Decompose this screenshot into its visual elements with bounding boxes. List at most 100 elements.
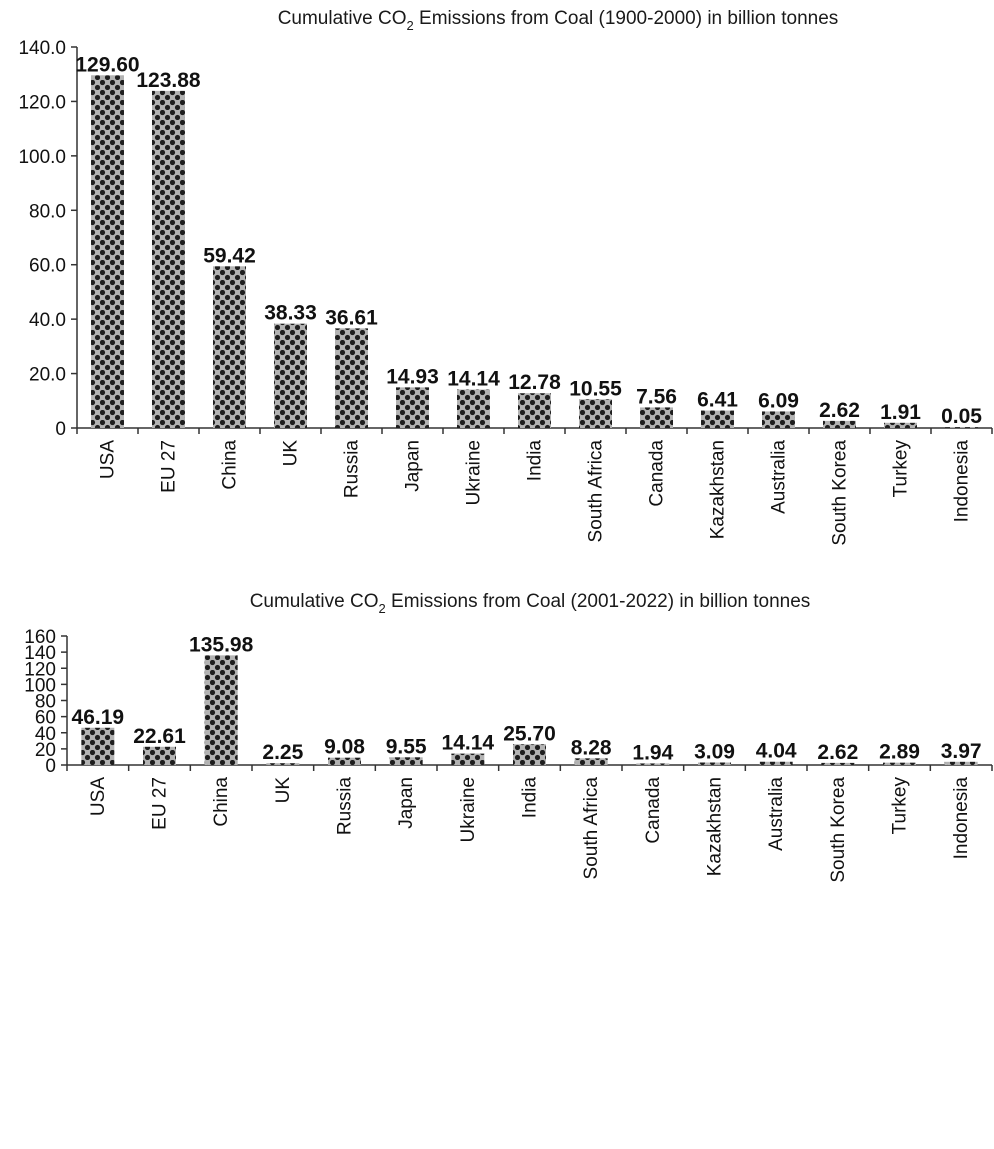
chart-2-title-subscript: 2	[379, 601, 386, 616]
chart-2: Cumulative CO2 Emissions from Coal (2001…	[24, 591, 993, 883]
chart-2-title-suffix: Emissions from Coal (2001-2022) in billi…	[386, 591, 811, 612]
bar-china	[204, 655, 238, 765]
bar-south-korea	[823, 420, 856, 428]
data-label: 14.14	[442, 732, 495, 755]
data-label: 1.91	[880, 401, 921, 424]
category-label: Canada	[647, 440, 668, 507]
bar-india	[513, 744, 546, 765]
data-label: 123.88	[136, 69, 201, 92]
category-label: China	[211, 777, 232, 827]
y-tick-label: 0	[55, 419, 66, 440]
y-tick-label: 140	[24, 643, 56, 664]
bar-eu-27	[152, 90, 185, 428]
bar-usa	[81, 727, 115, 765]
chart-1-title: Cumulative CO2 Emissions from Coal (1900…	[278, 8, 839, 33]
data-label: 38.33	[264, 302, 317, 325]
bar-australia	[759, 761, 793, 765]
chart-1-title-suffix: Emissions from Coal (1900-2000) in billi…	[414, 8, 839, 29]
category-label: Indonesia	[952, 440, 973, 523]
chart-2-title-prefix: Cumulative CO	[250, 591, 379, 612]
category-label: Australia	[766, 777, 787, 851]
data-label: 10.55	[569, 377, 622, 400]
chart-1-axes: 0 20.0 40.0 60.0 80.0 100.0 120.0 140.0	[18, 38, 993, 440]
bar-south-korea	[821, 762, 855, 765]
category-label: Russia	[335, 777, 356, 836]
category-label: Turkey	[890, 777, 911, 835]
bar-japan	[396, 387, 429, 428]
category-label: Ukraine	[464, 440, 485, 505]
y-tick-label: 120.0	[18, 92, 66, 113]
category-label: Australia	[769, 440, 790, 514]
data-label: 9.08	[324, 736, 365, 759]
category-label: India	[525, 440, 546, 482]
y-tick-label: 100.0	[18, 147, 66, 168]
y-tick-label: 160	[24, 627, 56, 648]
category-label: South Africa	[586, 440, 607, 543]
chart-1: Cumulative CO2 Emissions from Coal (1900…	[18, 8, 993, 546]
category-label: Japan	[396, 777, 417, 829]
category-label: UK	[273, 777, 294, 804]
category-label: Ukraine	[458, 777, 479, 842]
category-label: China	[220, 440, 241, 490]
category-label: India	[520, 777, 541, 819]
data-label: 22.61	[133, 725, 186, 748]
data-label: 59.42	[203, 244, 256, 267]
chart-1-title-prefix: Cumulative CO	[278, 8, 407, 29]
data-label: 12.78	[508, 371, 561, 394]
bar-ukraine	[451, 753, 485, 765]
bar-india	[518, 393, 551, 428]
y-tick-label: 20	[35, 740, 56, 761]
data-label: 9.55	[386, 735, 427, 758]
y-tick-label: 140.0	[18, 38, 66, 59]
bar-uk	[274, 323, 307, 428]
data-label: 6.41	[697, 389, 738, 412]
bar-indonesia	[944, 761, 978, 765]
y-tick-label: 60.0	[29, 256, 66, 277]
bar-usa	[91, 75, 124, 428]
y-tick-label: 40	[35, 724, 56, 745]
category-label: Kazakhstan	[705, 777, 726, 876]
bar-eu-27	[143, 746, 176, 765]
category-label: South Korea	[830, 440, 851, 546]
bar-turkey	[884, 422, 917, 428]
category-label: Kazakhstan	[708, 440, 729, 539]
y-tick-label: 80.0	[29, 201, 66, 222]
data-label: 2.89	[879, 741, 920, 764]
category-label: Indonesia	[951, 777, 972, 860]
chart-2-bars	[81, 655, 978, 765]
data-label: 14.93	[386, 365, 439, 388]
bar-russia	[335, 328, 368, 428]
data-label: 3.97	[941, 740, 982, 763]
bar-russia	[328, 757, 361, 765]
chart-1-bars	[91, 75, 978, 428]
data-label: 2.62	[819, 399, 860, 422]
category-label: Russia	[342, 440, 363, 499]
bar-indonesia	[945, 427, 978, 428]
data-label: 0.05	[941, 405, 982, 428]
category-label: EU 27	[150, 777, 171, 830]
data-label: 129.60	[75, 53, 139, 76]
bar-kazakhstan	[698, 762, 731, 765]
category-label: South Korea	[828, 777, 849, 883]
chart-2-title: Cumulative CO2 Emissions from Coal (2001…	[250, 591, 811, 616]
chart-1-title-subscript: 2	[407, 18, 414, 33]
category-label: UK	[281, 440, 302, 467]
data-label: 3.09	[694, 741, 735, 764]
y-tick-label: 20.0	[29, 365, 66, 386]
category-label: USA	[88, 777, 109, 816]
y-tick-label: 0	[45, 756, 56, 777]
y-tick-label: 80	[35, 692, 56, 713]
bar-canada	[640, 407, 673, 428]
y-tick-label: 100	[24, 675, 56, 696]
bar-canada	[636, 763, 670, 765]
y-tick-label: 120	[24, 659, 56, 680]
category-label: Japan	[403, 440, 424, 492]
data-label: 1.94	[632, 741, 673, 764]
data-label: 14.14	[447, 368, 500, 391]
bar-kazakhstan	[701, 410, 734, 428]
data-label: 6.09	[758, 389, 799, 412]
data-label: 25.70	[503, 722, 556, 745]
bar-ukraine	[457, 389, 490, 428]
chart-2-category-labels: USA EU 27 China UK Russia Japan Ukraine India So…	[88, 777, 972, 883]
